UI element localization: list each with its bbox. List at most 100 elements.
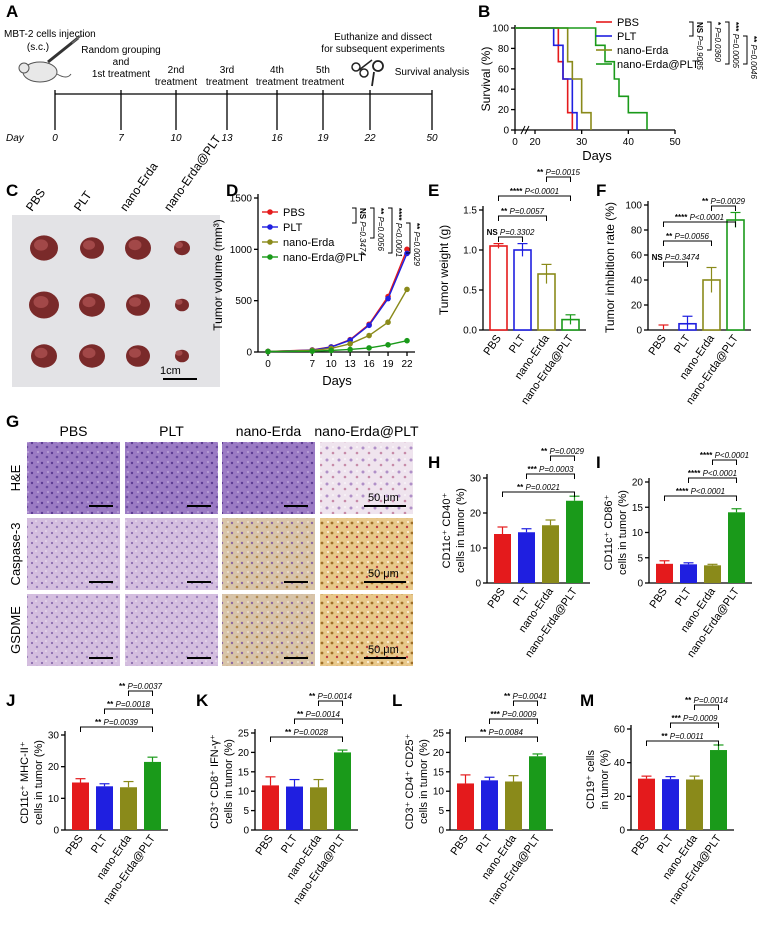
histology-column-label: nano-Erda [236,423,302,439]
significance-label: NS P=0.3302 [487,228,535,237]
tumor-highlight [175,299,183,305]
legend-marker [267,209,273,215]
significance-label: ** P=0.0018 [107,700,150,709]
panel-g-histology: G PBS PLT nano-Erda nano-Erda@PLT H&E Caspas… [6,412,419,666]
histology-column-label: nano-Erda@PLT [314,423,419,439]
legend-label: nano-Erda@PLT [283,252,365,264]
x-tick-label: PLT [89,833,110,856]
y-tick-label: 25 [238,729,250,740]
x-tick-label: PLT [673,586,694,609]
y-tick-label: 40 [498,85,510,96]
significance-label: * P=0.0360 [713,22,722,62]
significance-label: ** P=0.0014 [685,696,728,705]
x-axis-label: Days [322,373,352,388]
data-point [385,295,391,302]
timeline-day: 22 [363,133,376,144]
tumor-highlight [175,350,183,356]
y-tick-label: 20 [632,478,644,489]
significance-bracket [465,736,538,742]
histology-column-label: PBS [59,423,87,439]
tumor-highlight [128,239,142,251]
x-tick-label: PBS [486,586,508,611]
y-tick-label: 100 [625,201,642,212]
histology-tile [222,594,315,666]
data-point [347,340,353,347]
significance-label: ** P=0.0021 [517,483,560,492]
survival-curve [515,27,648,130]
y-tick-label: 0 [438,826,444,837]
bar [96,786,113,830]
panel-letter-l: L [392,691,402,710]
series-line [267,253,408,353]
panel-letter-h: H [428,453,440,472]
x-tick-label: 10 [326,359,338,370]
timeline-day: 16 [271,133,283,144]
x-tick-label: PBS [630,833,652,858]
tumor-highlight [33,296,49,308]
histology-row-label: GSDME [8,606,23,654]
panel-b-chart: 0 20 40 60 80 100 0 20 30 40 50 Days Survival (%) PBS… [479,17,758,163]
x-tick-label: 13 [345,359,357,370]
histology-tile [125,518,218,590]
timeline-day: 10 [170,133,182,144]
legend-label: nano-Erda [617,45,669,57]
significance-bracket [664,495,737,501]
histology-tile [27,594,120,666]
data-point [328,347,334,354]
y-tick-label: 20 [433,748,445,759]
bar [638,778,655,830]
y-tick-label: 1.0 [463,246,477,257]
timeline-day: 19 [317,133,329,144]
x-tick-label: PBS [253,833,275,858]
tumor-highlight [129,348,141,358]
significance-bracket [128,690,153,696]
significance-label: **** P<0.0001 [700,451,749,460]
y-tick-label: 0 [246,348,252,359]
panel-b-survival: B [478,2,490,21]
data-point [385,319,391,326]
significance-label: **** P<0.0001 [676,487,725,496]
significance-label: ** P=0.0037 [119,682,162,691]
histology-tile [27,518,120,590]
y-tick-label: 15 [238,767,250,778]
significance-bracket [688,477,737,483]
y-tick-label: 1000 [230,245,253,256]
significance-bracket [711,205,736,211]
histology-tile [320,442,413,514]
y-tick-label: 60 [631,251,643,262]
legend-label: PLT [283,222,303,234]
y-tick-label: 20 [238,748,250,759]
bar [686,779,703,830]
injection-route: (s.c.) [27,42,49,53]
scale-bar-label: 1cm [160,365,181,377]
y-axis-label: CD11c⁺ MHC-II⁺ [19,741,31,823]
panel-letter-d: D [226,181,238,200]
histology-tiles: 50 μm 50 μm 50 μm [27,442,413,666]
y-tick-label: 40 [614,758,626,769]
y-tick-label: 10 [470,544,482,555]
photo-group-labels: PBS PLT nano-Erda nano-Erda@PLT [23,132,224,214]
histology-column-labels: PBS PLT nano-Erda nano-Erda@PLT [59,423,419,439]
y-axis-label: in tumor (%) [599,750,611,810]
data-point [404,246,410,253]
legend-label: PLT [617,31,637,43]
x-tick-label: 0 [265,359,271,370]
x-tick-label: 30 [576,137,588,148]
x-tick-label: PBS [449,833,471,858]
bar [310,787,327,830]
significance-bracket [694,704,719,710]
scissors-icon [351,59,384,87]
bar [481,780,498,830]
bar [728,512,745,583]
significance-bracket [712,459,737,465]
y-axis-label: cells in tumor (%) [418,739,430,824]
significance-bracket [502,491,575,497]
significance-bracket [546,176,571,182]
x-tick-label: 50 [669,137,681,148]
significance-bracket [646,740,719,746]
significance-label: **** P<0.0001 [688,469,737,478]
y-tick-label: 0.5 [463,286,477,297]
significance-label: NS P=0.9085 [695,22,704,70]
